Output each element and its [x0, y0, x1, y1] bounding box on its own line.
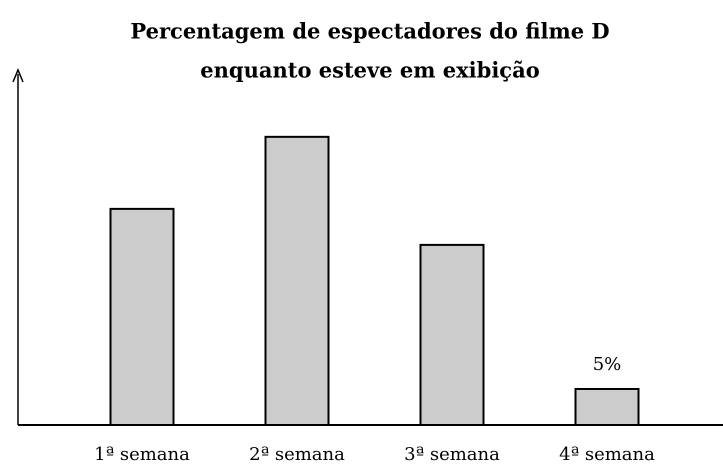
- x-tick-label: 1ª semana: [94, 444, 190, 465]
- bar: [109, 207, 175, 426]
- x-tick-label: 2ª semana: [249, 444, 345, 465]
- x-tick-label: 3ª semana: [404, 444, 500, 465]
- y-axis-arrow: [12, 68, 24, 83]
- data-label: 5%: [593, 354, 622, 375]
- chart-title: enquanto esteve em exibição: [200, 58, 539, 83]
- bar: [264, 135, 330, 426]
- bar: [419, 243, 485, 426]
- bar: [574, 387, 640, 426]
- x-tick-label: 4ª semana: [559, 444, 655, 465]
- chart-title: Percentagem de espectadores do filme D: [130, 19, 609, 44]
